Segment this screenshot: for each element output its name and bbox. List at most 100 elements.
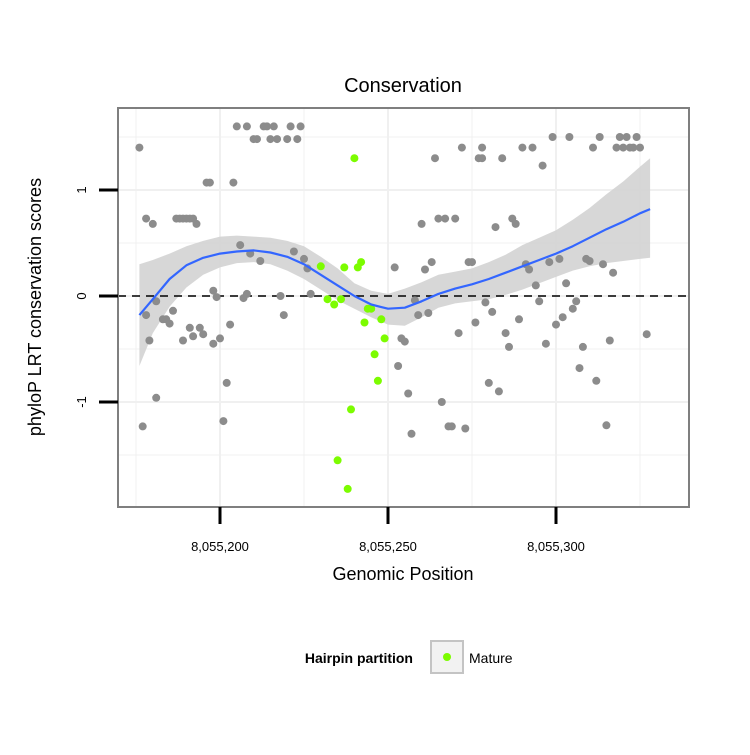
data-point	[578, 342, 587, 351]
plot-panel	[117, 107, 690, 508]
data-point	[447, 422, 456, 431]
data-point	[585, 257, 594, 265]
data-point	[263, 122, 271, 131]
data-point	[242, 289, 251, 298]
data-point	[165, 319, 174, 328]
mature-point	[360, 318, 369, 327]
data-point	[622, 133, 631, 141]
data-point	[471, 318, 480, 327]
data-point	[441, 214, 450, 223]
data-point	[226, 320, 235, 329]
data-point	[589, 143, 597, 152]
data-point	[515, 315, 523, 324]
data-point	[209, 339, 218, 348]
data-point	[199, 330, 208, 339]
data-point	[212, 293, 221, 302]
data-point	[461, 424, 470, 433]
mature-point	[370, 350, 379, 359]
data-point	[468, 258, 476, 267]
data-point	[407, 429, 416, 438]
data-point	[592, 376, 601, 385]
data-point	[185, 323, 194, 332]
data-point	[236, 241, 245, 250]
data-point	[276, 292, 285, 300]
data-point	[256, 257, 265, 265]
data-point	[619, 143, 628, 152]
data-point	[632, 133, 641, 141]
data-point	[219, 417, 228, 426]
data-point	[484, 378, 493, 387]
data-point	[562, 279, 571, 288]
data-point	[478, 143, 487, 152]
data-point	[545, 258, 554, 267]
legend-label-mature: Mature	[469, 650, 513, 666]
data-point	[568, 304, 577, 313]
data-point	[229, 178, 238, 187]
data-point	[222, 378, 231, 387]
mature-point	[333, 456, 342, 465]
x-axis: 8,055,200 8,055,250 8,055,300	[191, 507, 585, 554]
x-tick-label: 8,055,200	[191, 539, 249, 554]
data-point	[518, 143, 527, 152]
data-point	[179, 336, 187, 345]
data-point	[145, 336, 154, 345]
y-tick-label: 1	[74, 186, 89, 193]
data-point	[135, 143, 144, 152]
data-point	[232, 122, 241, 131]
data-point	[636, 143, 644, 152]
data-point	[528, 143, 537, 152]
data-point	[142, 311, 151, 320]
data-point	[431, 154, 439, 163]
legend-key-mature-dot	[443, 653, 451, 661]
data-point	[457, 143, 466, 152]
data-point	[253, 135, 261, 144]
data-point	[152, 297, 161, 306]
data-point	[404, 389, 413, 398]
panel-border	[117, 107, 690, 508]
data-point	[286, 122, 295, 131]
data-point	[565, 133, 574, 141]
mature-point	[316, 262, 325, 271]
data-point	[572, 297, 581, 306]
data-point	[548, 133, 557, 141]
mature-point	[343, 484, 352, 493]
data-point	[494, 387, 503, 396]
data-point	[195, 323, 204, 332]
scatter-points	[135, 122, 651, 493]
mature-point	[357, 258, 366, 267]
mature-point	[377, 315, 386, 324]
data-point	[283, 135, 292, 144]
data-point	[434, 214, 443, 223]
data-point	[269, 122, 278, 131]
data-point	[417, 219, 426, 228]
chart-title: Conservation	[344, 75, 462, 97]
y-axis: -1 0 1	[74, 186, 118, 408]
mature-point	[340, 263, 349, 272]
data-point	[189, 332, 198, 341]
mature-point	[323, 295, 332, 304]
smooth-trend-line	[138, 208, 651, 316]
data-point	[525, 265, 534, 274]
data-point	[216, 334, 224, 343]
mature-point	[330, 300, 339, 309]
data-point	[535, 297, 544, 306]
data-point	[478, 154, 487, 163]
data-point	[138, 422, 147, 431]
data-point	[488, 307, 497, 316]
data-point	[306, 289, 315, 298]
data-point	[615, 133, 624, 141]
data-point	[289, 247, 298, 256]
data-point	[414, 311, 423, 320]
mature-point	[347, 405, 355, 414]
data-point	[491, 223, 500, 232]
data-point	[558, 313, 567, 322]
data-point	[612, 143, 621, 152]
legend-title: Hairpin partition	[305, 650, 413, 666]
mature-point	[350, 154, 359, 163]
data-point	[424, 309, 433, 317]
legend: Hairpin partition Mature	[305, 640, 513, 674]
data-point	[437, 398, 446, 406]
data-point	[266, 135, 275, 144]
